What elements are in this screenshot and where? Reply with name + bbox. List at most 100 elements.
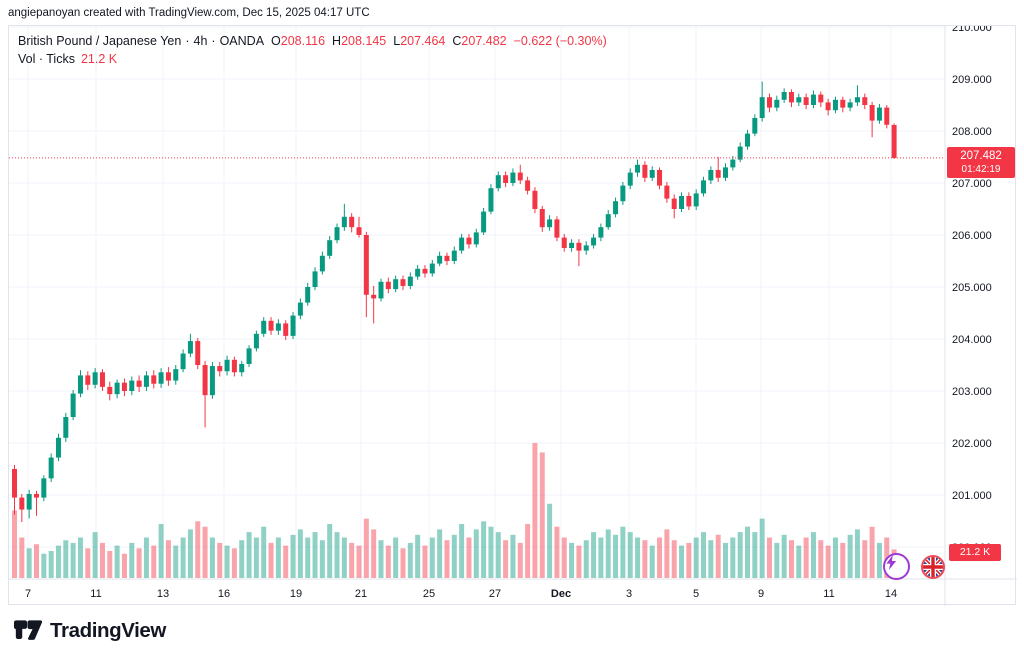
time-tick-label[interactable]: 16 [218,588,230,600]
price-tick-label[interactable]: 203.000 [952,386,992,398]
time-tick-label[interactable]: 25 [423,588,435,600]
boost-button[interactable] [883,553,910,580]
ohlc-open: O208.116 [271,34,326,48]
time-tick-label[interactable]: 11 [90,588,101,600]
candle-body [561,237,567,248]
candle-body [268,320,274,331]
candle-body [319,255,325,272]
volume-bar [202,526,208,578]
volume-bar [290,534,296,578]
candle-body [679,196,685,209]
ohlc-low: L207.464 [393,34,446,48]
candle-body [649,170,655,178]
price-tick-label[interactable]: 201.000 [952,490,992,502]
price-tick-label[interactable]: 209.000 [952,74,992,86]
chart-canvas[interactable]: 210.000 209.000 208.000 207.000 206.000 205.0… [9,26,1017,606]
time-tick-label[interactable]: Dec [551,588,571,600]
union-jack-glyph [923,557,943,577]
time-tick-label[interactable]: 21 [355,588,367,600]
volume-bar [129,542,135,578]
volume-bar [217,542,223,578]
candle-body [26,493,32,510]
candle-body [569,242,575,248]
time-tick-label[interactable]: 7 [25,588,31,600]
volume-bar [180,537,186,578]
volume-bar [239,540,245,578]
price-tick-label[interactable]: 210.000 [952,26,992,34]
volume-bar [437,529,443,578]
price-tick-label[interactable]: 202.000 [952,438,992,450]
volume-bar [781,534,787,578]
volume-bar [33,544,39,578]
time-tick-label[interactable]: 27 [489,588,501,600]
candle-body [41,478,47,498]
volume-bar [107,551,113,578]
price-tick-label[interactable]: 204.000 [952,334,992,346]
interval-label[interactable]: 4h [193,34,208,48]
volume-study-label[interactable]: Vol · Ticks [18,52,75,66]
volume-bar [195,521,201,578]
candle-body [605,214,611,228]
legend-separator: · [211,34,216,48]
candle-body [759,97,765,118]
volume-bar [693,537,699,578]
time-tick-label[interactable]: 13 [157,588,169,600]
volume-bar [41,553,47,578]
volume-bar [715,534,721,578]
volume-bar [459,524,465,578]
volume-bar [510,534,516,578]
candle-body [12,469,17,498]
tradingview-logo[interactable]: TradingView [12,619,166,643]
candle-body [195,341,201,365]
candle-body [437,255,443,264]
candle-body [803,97,809,105]
volume-bar [187,529,193,578]
candle-body [422,268,428,274]
volume-bar [613,534,619,578]
price-tick-label[interactable]: 205.000 [952,282,992,294]
candle-body [862,97,868,105]
candle-body [642,164,648,178]
time-tick-label[interactable]: 9 [758,588,764,600]
candle-body [327,240,333,256]
last-price-value: 207.482 [960,150,1002,162]
attribution-text: angiepanoyan created with TradingView.co… [8,7,370,19]
volume-bar [752,532,758,578]
time-tick-label[interactable]: 19 [290,588,302,600]
volume-bar [70,542,76,578]
time-tick-label[interactable]: 11 [823,588,834,600]
candle-body [481,211,487,233]
volume-bar [415,534,421,578]
price-tick-label[interactable]: 207.000 [952,178,992,190]
symbol-name[interactable]: British Pound / Japanese Yen [18,34,182,48]
candle-body [796,97,802,103]
time-tick-label[interactable]: 3 [626,588,632,600]
candle-body [671,198,677,209]
volume-bar [635,537,641,578]
volume-bar [231,548,237,578]
price-tick-label[interactable]: 208.000 [952,126,992,138]
volume-bar [708,540,714,578]
candle-body [708,170,714,181]
volume-bar [151,545,157,578]
volume-bar [305,537,311,578]
candle-body [305,287,311,303]
volume-bar [723,542,729,578]
volume-bar [701,532,707,578]
candle-body [547,219,553,228]
last-volume-badge: 21.2 K [949,544,1001,561]
volume-bar [444,540,450,578]
volume-bar [224,545,230,578]
candle-body [532,190,538,209]
price-tick-label[interactable]: 206.000 [952,230,992,242]
candle-body [788,92,794,103]
volume-bar [253,537,259,578]
tradingview-logo-mark [13,620,43,640]
candle-body [136,380,142,387]
time-tick-label[interactable]: 14 [885,588,897,600]
time-tick-label[interactable]: 5 [693,588,699,600]
volume-bar [327,524,333,578]
volume-bar [473,529,479,578]
volume-bar [583,540,589,578]
volume-bar [605,529,611,578]
